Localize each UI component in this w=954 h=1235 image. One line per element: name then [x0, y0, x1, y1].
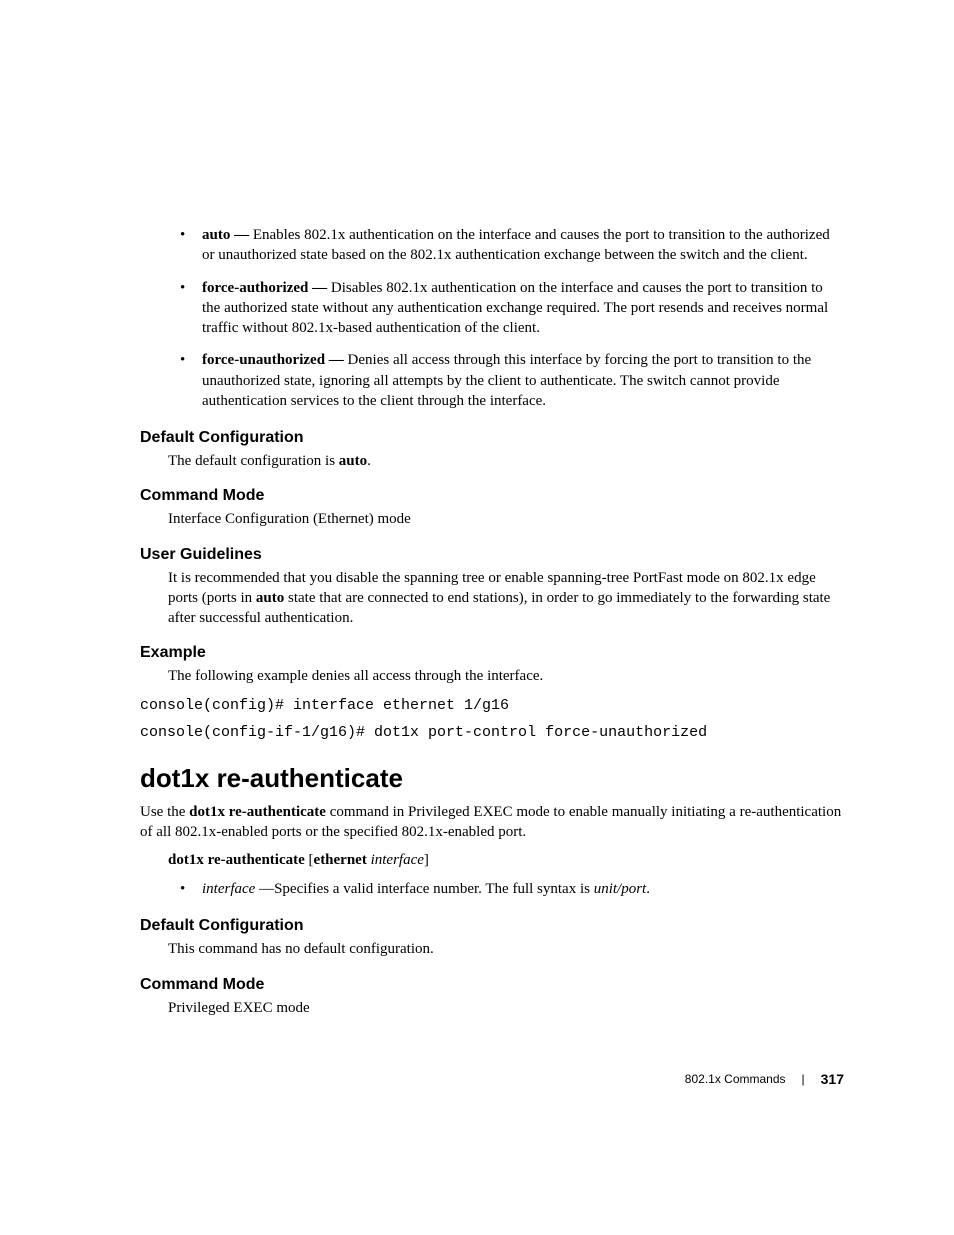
bullet-item: • force-authorized — Disables 802.1x aut… [180, 278, 844, 339]
command-mode-heading: Command Mode [140, 976, 844, 994]
bullet-marker: • [180, 278, 202, 339]
example-text: The following example denies all access … [168, 666, 844, 686]
footer-section: 802.1x Commands [685, 1072, 786, 1086]
bullet-desc: Enables 802.1x authentication on the int… [202, 227, 830, 263]
footer-page-number: 317 [821, 1071, 844, 1087]
param-name: interface [202, 881, 255, 897]
user-guidelines-text: It is recommended that you disable the s… [168, 568, 844, 629]
command-mode-text: Interface Configuration (Ethernet) mode [168, 509, 844, 529]
bullet-marker: • [180, 350, 202, 411]
bullet-term: force-authorized — [202, 280, 327, 296]
user-guidelines-heading: User Guidelines [140, 546, 844, 564]
footer-separator: | [802, 1072, 805, 1086]
default-config-heading: Default Configuration [140, 917, 844, 935]
bullet-item: • force-unauthorized — Denies all access… [180, 350, 844, 411]
bullet-marker: • [180, 879, 202, 899]
page-footer: 802.1x Commands | 317 [685, 1071, 844, 1087]
command-mode-heading: Command Mode [140, 487, 844, 505]
command-heading: dot1x re-authenticate [140, 763, 844, 794]
bullet-item: • interface —Specifies a valid interface… [180, 879, 844, 899]
example-code-line: console(config-if-1/g16)# dot1x port-con… [140, 724, 844, 741]
param-bullet-list: • auto — Enables 802.1x authentication o… [180, 225, 844, 411]
document-page: • auto — Enables 802.1x authentication o… [0, 0, 954, 1084]
bullet-text: force-unauthorized — Denies all access t… [202, 350, 844, 411]
default-config-heading: Default Configuration [140, 429, 844, 447]
bullet-text: interface —Specifies a valid interface n… [202, 879, 844, 899]
param-bullet-list: • interface —Specifies a valid interface… [180, 879, 844, 899]
bullet-text: force-authorized — Disables 802.1x authe… [202, 278, 844, 339]
bullet-term: auto — [202, 227, 249, 243]
bullet-marker: • [180, 225, 202, 266]
example-heading: Example [140, 644, 844, 662]
syntax-line: dot1x re-authenticate [ethernet interfac… [168, 852, 844, 869]
bullet-item: • auto — Enables 802.1x authentication o… [180, 225, 844, 266]
command-intro: Use the dot1x re-authenticate command in… [140, 802, 844, 843]
bullet-term: force-unauthorized — [202, 352, 344, 368]
bullet-text: auto — Enables 802.1x authentication on … [202, 225, 844, 266]
default-config-text: The default configuration is auto. [168, 451, 844, 471]
command-mode-text: Privileged EXEC mode [168, 998, 844, 1018]
example-code-line: console(config)# interface ethernet 1/g1… [140, 697, 844, 714]
default-config-text: This command has no default configuratio… [168, 939, 844, 959]
